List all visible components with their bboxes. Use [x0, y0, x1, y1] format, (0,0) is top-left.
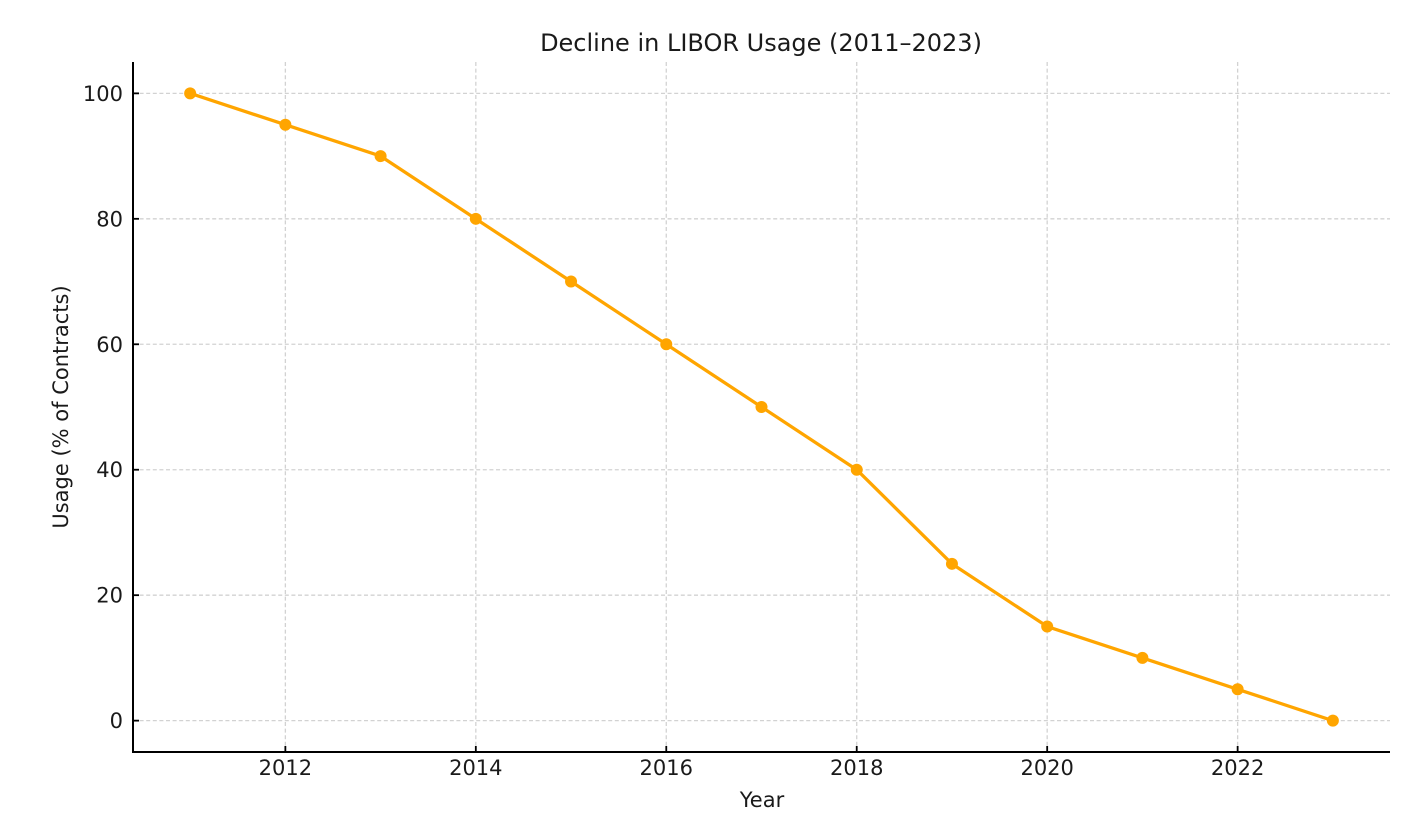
y-tick-label: 40 — [96, 458, 123, 482]
x-tick-label: 2018 — [830, 756, 883, 780]
data-point-marker — [184, 87, 197, 100]
data-point-marker — [279, 118, 292, 131]
data-point-marker — [565, 275, 578, 288]
data-point-marker — [1136, 651, 1149, 664]
x-tick-label: 2020 — [1020, 756, 1073, 780]
y-tick-label: 80 — [96, 207, 123, 231]
data-point-marker — [1231, 683, 1244, 696]
y-tick-label: 20 — [96, 584, 123, 608]
data-point-marker — [755, 401, 768, 413]
y-tick-label: 100 — [83, 82, 123, 106]
chart-title: Decline in LIBOR Usage (2011–2023) — [540, 29, 982, 57]
data-point-marker — [945, 557, 958, 570]
data-point-marker — [469, 212, 482, 225]
x-axis-label: Year — [739, 788, 785, 812]
x-tick-label: 2022 — [1211, 756, 1264, 780]
data-point-marker — [1326, 714, 1339, 727]
data-point-marker — [374, 150, 387, 163]
y-axis-label: Usage (% of Contracts) — [49, 285, 73, 528]
data-point-marker — [1041, 620, 1054, 633]
x-tick-label: 2016 — [640, 756, 693, 780]
y-tick-label: 0 — [110, 709, 123, 733]
x-tick-label: 2014 — [449, 756, 502, 780]
y-tick-label: 60 — [96, 333, 123, 357]
axes-layer: 2012 2014 2016 2018 2020 2022 0 20 40 60 80 100 — [83, 62, 1390, 780]
series-layer — [184, 87, 1339, 727]
data-point-marker — [660, 338, 673, 351]
x-tick-label: 2012 — [259, 756, 312, 780]
data-point-marker — [850, 463, 863, 476]
grid-layer — [133, 62, 1390, 752]
